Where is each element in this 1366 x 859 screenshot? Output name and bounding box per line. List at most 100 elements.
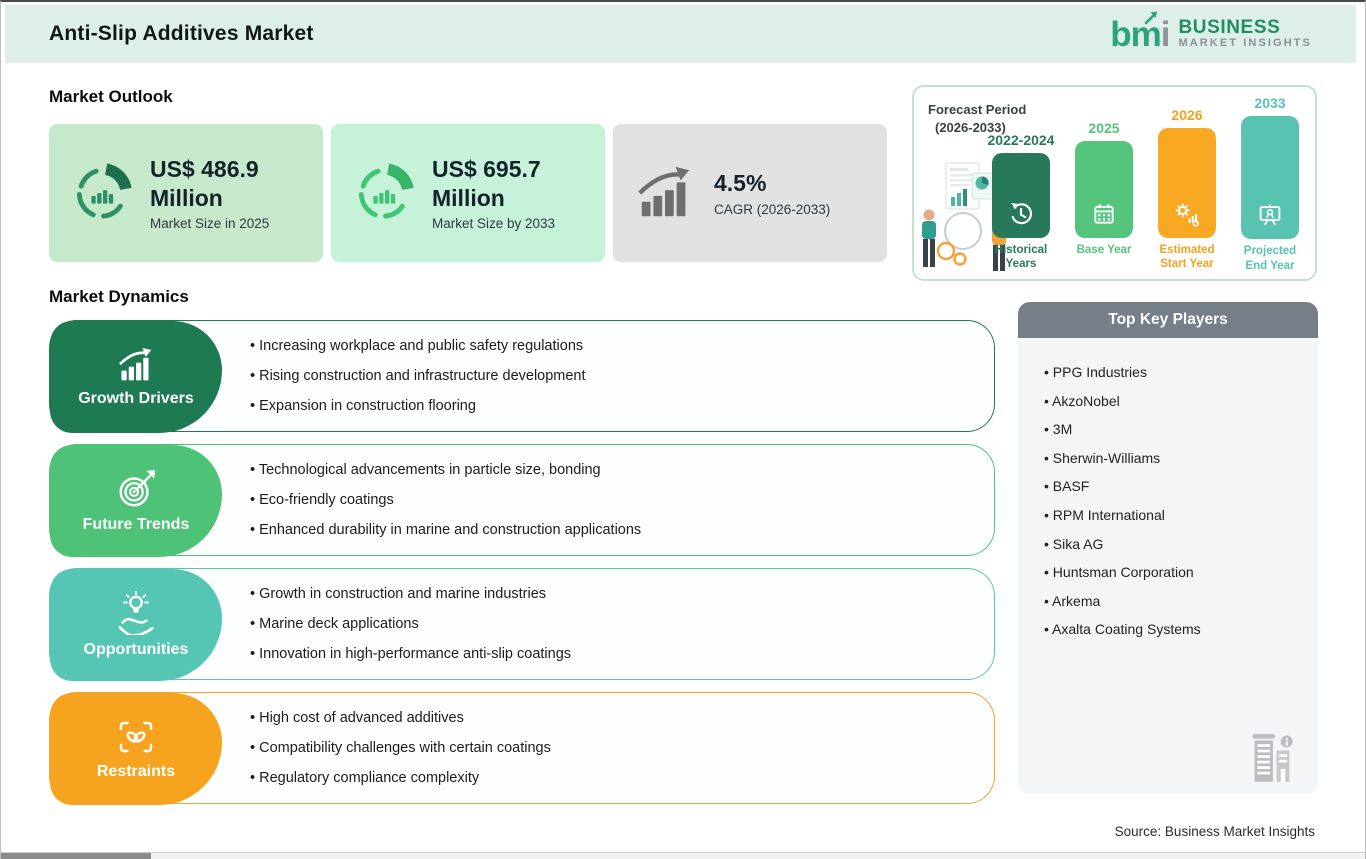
logo-bm-letters: bm (1110, 14, 1161, 54)
forecast-col-historical: 2022-2024 Historical Years (986, 95, 1056, 273)
logo-line1: BUSINESS (1178, 17, 1281, 39)
key-player-item: Huntsman Corporation (1044, 564, 1318, 580)
market-size-2025-label: Market Size in 2025 (150, 216, 270, 232)
historical-bar-label: Historical Years (994, 244, 1048, 271)
market-outlook-heading: Market Outlook (49, 87, 173, 106)
company-building-icon (1252, 734, 1293, 782)
key-player-item: 3M (1044, 421, 1318, 437)
growth-drivers-pill: Growth Drivers (50, 321, 222, 433)
bmi-logo-mark: bmi (1110, 11, 1171, 54)
outlook-cards: US$ 486.9 Million Market Size in 2025 US… (49, 124, 887, 262)
growth-drivers-bullets: Increasing workplace and public safety r… (250, 336, 586, 416)
key-player-item: AkzoNobel (1044, 393, 1318, 409)
restraints-bullets: High cost of advanced additives Compatib… (250, 708, 551, 788)
key-player-item: Axalta Coating Systems (1044, 621, 1318, 637)
market-size-2025-card: US$ 486.9 Million Market Size in 2025 (49, 124, 323, 262)
future-trends-title: Future Trends (82, 516, 190, 533)
page-title: Anti-Slip Additives Market (49, 22, 314, 45)
projected-bar (1241, 116, 1299, 240)
bullet-item: Growth in construction and marine indust… (250, 584, 571, 604)
future-trends-row: Future Trends Technological advancements… (49, 444, 995, 557)
key-player-item: Sika AG (1044, 536, 1318, 552)
clock-history-icon (1010, 203, 1032, 225)
logo-line2: MARKET INSIGHTS (1178, 37, 1312, 50)
bullet-item: Technological advancements in particle s… (250, 460, 641, 480)
market-dynamics-heading: Market Dynamics (49, 287, 189, 306)
restraints-title: Restraints (96, 763, 176, 780)
projected-bar-label: Projected End Year (1243, 245, 1297, 272)
cagr-value: 4.5% (714, 170, 767, 197)
header-bar: Anti-Slip Additives Market bmi BUSINESS … (5, 5, 1356, 63)
key-player-item: BASF (1044, 478, 1318, 494)
key-player-item: Arkema (1044, 593, 1318, 609)
future-trends-bullets: Technological advancements in particle s… (250, 460, 641, 540)
market-size-2025-value: US$ 486.9 Million (150, 155, 259, 211)
bmi-logo: bmi BUSINESS MARKET INSIGHTS (1110, 11, 1312, 54)
donut-chart-icon (76, 163, 132, 219)
bullet-item: Regulatory compliance complexity (250, 768, 551, 788)
logo-wordmark: BUSINESS MARKET INSIGHTS (1178, 18, 1312, 49)
forecast-period-panel: Forecast Period (2026-2033) 2022-2024 (912, 85, 1317, 281)
key-players-list: PPG Industries AkzoNobel 3M Sherwin-Will… (1018, 338, 1318, 637)
opportunities-bullets: Growth in construction and marine indust… (250, 584, 571, 664)
estimated-bar (1158, 128, 1216, 238)
market-dynamics-rows: Growth Drivers Increasing workplace and … (49, 320, 995, 816)
forecast-col-projected: 2033 Projected End Year (1235, 95, 1305, 273)
base-bar-label: Base Year (1076, 244, 1132, 256)
source-note: Source: Business Market Insights (1114, 824, 1315, 839)
restraints-row: Restraints High cost of advanced additiv… (49, 692, 995, 805)
bullet-item: Compatibility challenges with certain co… (250, 738, 551, 758)
logo-arrow-icon (1145, 11, 1158, 24)
bulb-hand-icon (118, 591, 154, 635)
target-icon (119, 469, 156, 507)
forecast-col-estimated: 2026 (1152, 95, 1222, 273)
forecast-bars: 2022-2024 Historical Years 2025 (986, 95, 1305, 273)
growth-bars-icon (638, 166, 690, 217)
cagr-label: CAGR (2026-2033) (714, 201, 831, 217)
bullet-item: Marine deck applications (250, 614, 571, 634)
forecast-col-base: 2025 Base Year (1069, 95, 1139, 273)
bullet-item: Innovation in high-performance anti-slip… (250, 644, 571, 664)
historical-bar (992, 153, 1050, 238)
key-player-item: Sherwin-Williams (1044, 450, 1318, 466)
bullet-item: High cost of advanced additives (250, 708, 551, 728)
key-player-item: RPM International (1044, 507, 1318, 523)
bullet-item: Rising construction and infrastructure d… (250, 366, 585, 386)
projected-year-label: 2033 (1254, 95, 1286, 111)
forecast-heading-line1: Forecast Period (928, 102, 1027, 117)
constraints-icon (119, 721, 153, 753)
forecast-heading-line2: (2026-2033) (935, 119, 1006, 135)
horizontal-scrollbar[interactable] (1, 852, 1365, 859)
opportunities-title: Opportunities (83, 641, 189, 658)
bullet-item: Enhanced durability in marine and constr… (250, 520, 641, 540)
opportunities-pill: Opportunities (50, 569, 222, 681)
market-size-2033-value: US$ 695.7 Million (432, 155, 541, 211)
future-trends-pill: Future Trends (50, 445, 222, 557)
restraints-pill: Restraints (50, 693, 222, 805)
bullet-item: Expansion in construction flooring (250, 396, 586, 416)
opportunities-row: Opportunities Growth in construction and… (49, 568, 995, 681)
gears-icon (1175, 203, 1199, 227)
market-size-2033-card: US$ 695.7 Million Market Size by 2033 (331, 124, 605, 262)
estimated-bar-label: Estimated Start Year (1159, 244, 1215, 271)
logo-i-letter: i (1160, 14, 1171, 54)
estimated-year-label: 2026 (1171, 107, 1203, 123)
base-year-label: 2025 (1088, 120, 1120, 136)
growth-drivers-row: Growth Drivers Increasing workplace and … (49, 320, 995, 433)
growth-bars-icon (118, 348, 152, 381)
base-bar (1075, 141, 1133, 238)
historical-year-label: 2022-2024 (987, 132, 1055, 148)
bullet-item: Eco-friendly coatings (250, 490, 641, 510)
horizontal-scrollbar-thumb[interactable] (1, 853, 151, 859)
forecast-period-heading: Forecast Period (2026-2033) (928, 101, 1026, 136)
cagr-card: 4.5% CAGR (2026-2033) (613, 124, 887, 262)
top-key-players-heading: Top Key Players (1018, 302, 1318, 338)
presentation-icon (1259, 204, 1281, 226)
donut-chart-icon (358, 163, 414, 219)
key-player-item: PPG Industries (1044, 364, 1318, 380)
top-key-players-panel: Top Key Players PPG Industries AkzoNobel… (1018, 302, 1318, 794)
bullet-item: Increasing workplace and public safety r… (250, 336, 586, 356)
market-size-2033-label: Market Size by 2033 (432, 216, 556, 232)
calendar-icon (1094, 204, 1114, 224)
growth-drivers-title: Growth Drivers (78, 390, 194, 407)
